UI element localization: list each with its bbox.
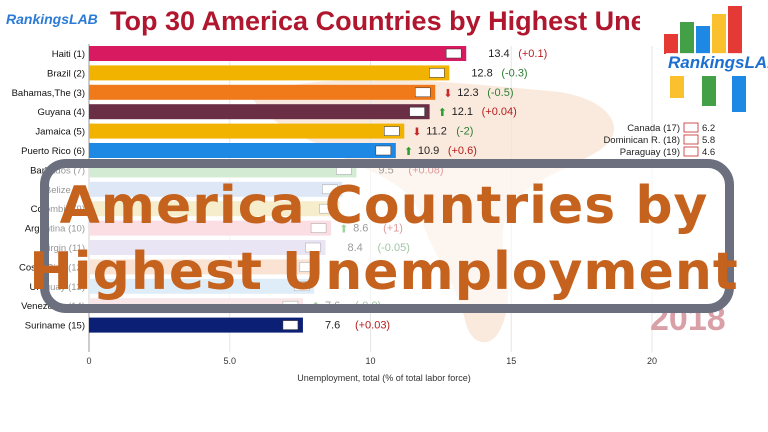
arrow-down-icon: ⬇ [443, 87, 452, 100]
bar [89, 317, 303, 333]
brand-small-logo: RankingsLAB [6, 11, 98, 27]
x-axis-title: Unemployment, total (% of total labor fo… [297, 373, 471, 383]
bar-change-label: (+0.1) [518, 48, 547, 60]
side-list-value: 4.6 [702, 147, 715, 158]
country-flag-icon [683, 134, 699, 145]
brand-logo-text: RankingsLAB [666, 53, 768, 73]
bar [89, 143, 396, 158]
bar [89, 123, 405, 139]
bar-value-label: 13.4 [488, 48, 509, 60]
bar-category-label: Brazil (2) [47, 68, 85, 79]
bar-category-label: Guyana (4) [37, 107, 85, 118]
bar-change-label: (+0.6) [448, 145, 477, 157]
side-list-value: 6.2 [702, 123, 715, 134]
arrow-up-icon: ⬆ [404, 145, 413, 158]
chart-title: Top 30 America Countries by Highest Unem… [110, 6, 640, 36]
bar-change-label: (-2) [456, 126, 473, 138]
bar-category-label: Bahamas,The (3) [12, 88, 85, 99]
country-flag-icon [445, 48, 462, 59]
country-flag-icon [409, 106, 425, 117]
country-flag-icon [375, 145, 392, 156]
side-list-label: Dominican R. (18) [603, 135, 680, 146]
x-tick-label: 0 [86, 356, 91, 366]
country-flag-icon [683, 122, 699, 133]
rankingslab-logo-icon [664, 6, 746, 112]
country-flag-icon [429, 68, 445, 78]
bar-value-label: 11.2 [426, 126, 447, 138]
bar-value-label: 10.9 [418, 145, 439, 157]
title-overlay-box [40, 159, 734, 313]
bar-change-label: (-0.5) [487, 87, 513, 99]
country-flag-icon [414, 87, 431, 98]
country-flag-icon [683, 146, 699, 157]
overlay-title-line-1: America Countries by [59, 176, 709, 236]
arrow-down-icon: ⬇ [412, 126, 421, 139]
side-list-label: Paraguay (19) [620, 147, 680, 158]
bar [89, 46, 467, 61]
bar-change-label: (+0.03) [355, 320, 390, 332]
x-tick-label: 15 [506, 356, 516, 366]
arrow-up-icon: ⬆ [438, 106, 447, 119]
bar-value-label: 12.1 [452, 106, 473, 118]
bar [89, 84, 436, 100]
x-tick-label: 20 [647, 356, 657, 366]
bar-value-label: 12.8 [471, 67, 492, 79]
x-tick-label: 10 [365, 356, 375, 366]
country-flag-icon [282, 320, 299, 330]
bar-change-label: (-0.3) [501, 67, 527, 79]
bar-category-label: Puerto Rico (6) [21, 146, 85, 157]
side-list-value: 5.8 [702, 135, 715, 146]
side-list-label: Canada (17) [627, 123, 680, 134]
bar-category-label: Suriname (15) [25, 321, 85, 332]
x-tick-label: 5.0 [223, 356, 236, 366]
bar-value-label: 7.6 [325, 320, 340, 332]
country-flag-icon [384, 126, 400, 136]
bar-change-label: (+0.04) [482, 106, 517, 118]
bar-category-label: Jamaica (5) [35, 127, 85, 138]
bar-category-label: Haiti (1) [52, 49, 85, 60]
bar [89, 104, 430, 120]
bar [89, 65, 450, 81]
bar-value-label: 12.3 [457, 87, 478, 99]
overlay-title-line-2: Highest Unemployment [29, 242, 739, 302]
